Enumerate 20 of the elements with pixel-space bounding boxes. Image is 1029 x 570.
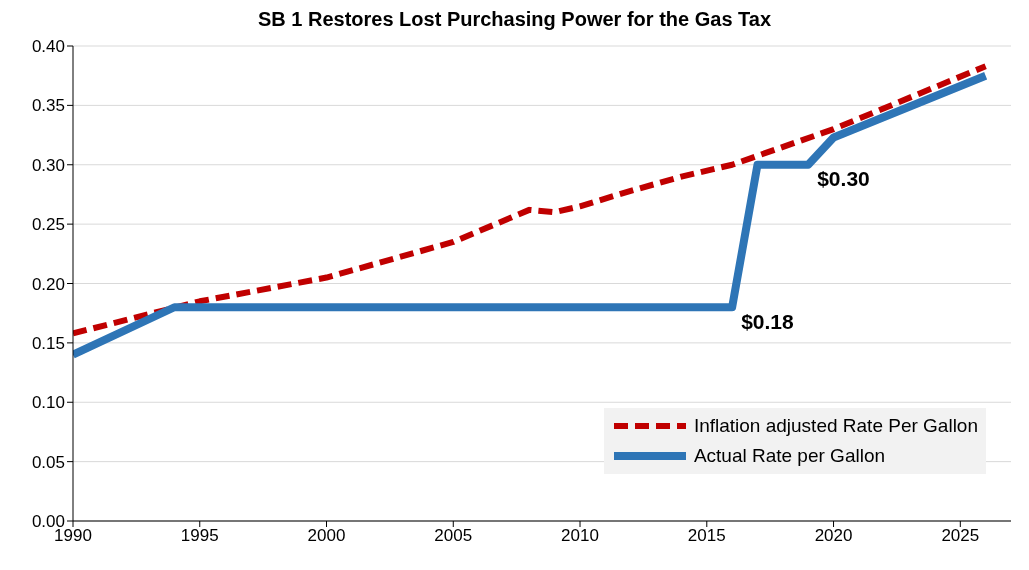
y-tick-label: 0.25 (31, 215, 65, 235)
y-tick-label: 0.20 (31, 274, 65, 294)
x-tick-label: 2000 (307, 526, 346, 546)
x-tick-label: 2015 (687, 526, 726, 546)
legend-label: Inflation adjusted Rate Per Gallon (693, 415, 978, 437)
x-tick-label: 2025 (941, 526, 980, 546)
annotation: $0.18 (741, 309, 795, 333)
x-tick-label: 2020 (814, 526, 853, 546)
y-tick-label: 0.15 (31, 333, 65, 353)
y-tick-label: 0.40 (31, 37, 65, 57)
chart-title: SB 1 Restores Lost Purchasing Power for the Gas Tax (256, 8, 773, 32)
y-tick-label: 0.35 (31, 96, 65, 116)
x-tick-label: 1995 (180, 526, 219, 546)
y-tick-label: 0.30 (31, 155, 65, 175)
y-tick-label: 0.05 (31, 452, 65, 472)
y-tick-label: 0.10 (31, 393, 65, 413)
annotation: $0.30 (817, 167, 870, 191)
x-tick-label: 2010 (561, 526, 599, 546)
x-tick-label: 2005 (434, 526, 473, 546)
legend-label: Actual Rate per Gallon (693, 445, 886, 467)
